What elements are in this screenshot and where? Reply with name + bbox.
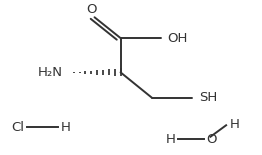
Text: OH: OH [167, 32, 188, 45]
Text: H: H [230, 118, 240, 131]
Text: O: O [87, 3, 97, 16]
Text: H₂N: H₂N [38, 66, 63, 79]
Text: Cl: Cl [11, 121, 24, 134]
Text: O: O [206, 133, 217, 146]
Text: SH: SH [199, 91, 217, 104]
Text: H: H [61, 121, 70, 134]
Text: H: H [165, 133, 175, 146]
